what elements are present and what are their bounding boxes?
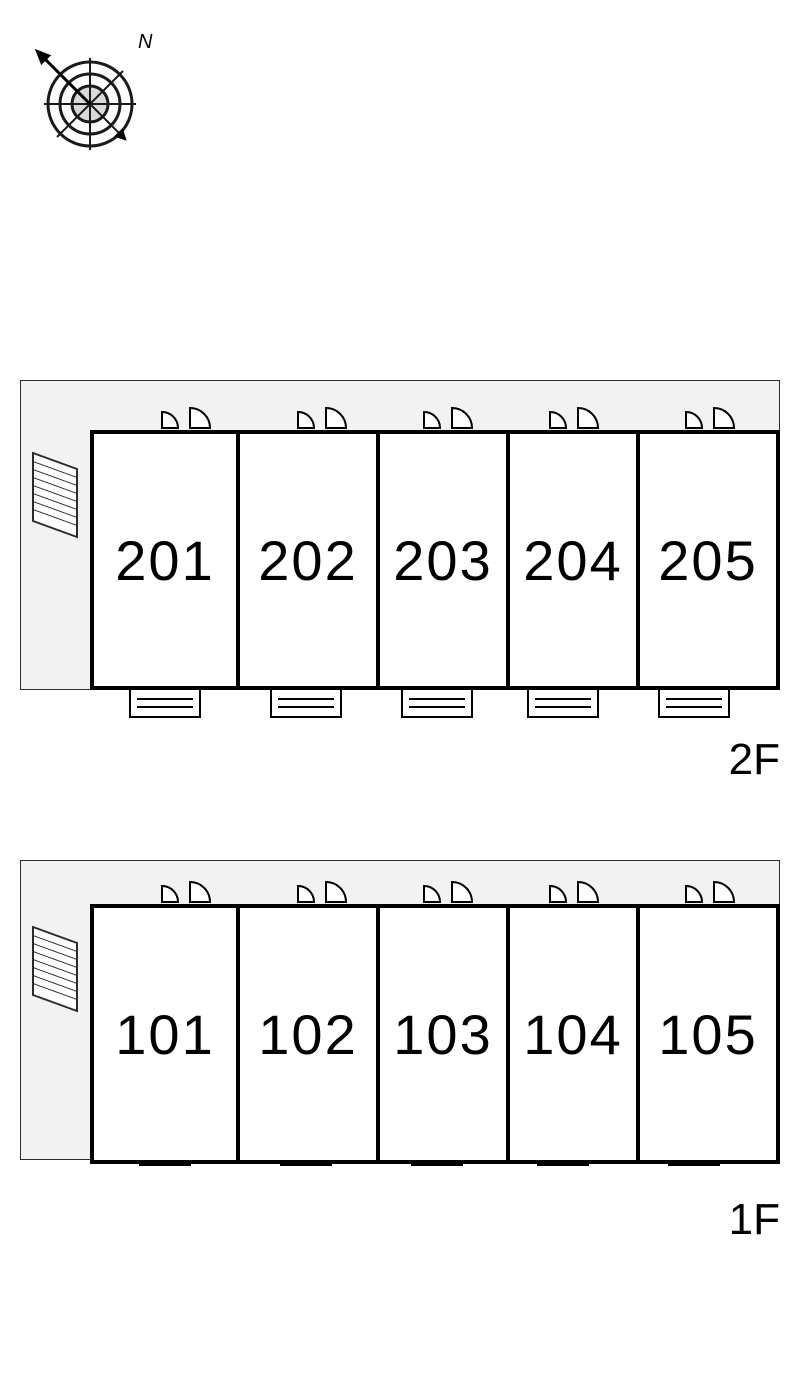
- door-icon: [422, 880, 462, 904]
- unit-label: 104: [523, 1002, 622, 1067]
- door-icon: [296, 406, 336, 430]
- unit-label: 203: [393, 528, 492, 593]
- unit-101: 101: [90, 904, 240, 1164]
- floor-label-2f: 2F: [729, 735, 780, 785]
- unit-205: 205: [640, 430, 780, 690]
- floor-label-1f: 1F: [729, 1195, 780, 1245]
- door-icon: [548, 880, 588, 904]
- unit-105: 105: [640, 904, 780, 1164]
- balcony-icon: [270, 688, 342, 718]
- unit-103: 103: [380, 904, 510, 1164]
- unit-203: 203: [380, 430, 510, 690]
- unit-label: 101: [115, 1002, 214, 1067]
- unit-204: 204: [510, 430, 640, 690]
- unit-label: 202: [258, 528, 357, 593]
- balcony-icon: [527, 688, 599, 718]
- unit-label: 105: [658, 1002, 757, 1067]
- door-icon: [684, 880, 724, 904]
- unit-label: 205: [658, 528, 757, 593]
- door-icon: [422, 406, 462, 430]
- unit-201: 201: [90, 430, 240, 690]
- compass-icon: N: [30, 24, 170, 164]
- unit-label: 103: [393, 1002, 492, 1067]
- floorplan-canvas: N 201 202 203 204 205 101 102 103 104 105 2F 1F: [0, 0, 800, 1373]
- balcony-icon: [658, 688, 730, 718]
- door-icon: [160, 880, 200, 904]
- unit-104: 104: [510, 904, 640, 1164]
- unit-label: 102: [258, 1002, 357, 1067]
- units-row: 201 202 203 204 205: [90, 430, 780, 690]
- balcony-icon: [401, 688, 473, 718]
- unit-202: 202: [240, 430, 380, 690]
- door-icon: [548, 406, 588, 430]
- door-icon: [684, 406, 724, 430]
- unit-label: 201: [115, 528, 214, 593]
- unit-label: 204: [523, 528, 622, 593]
- door-icon: [296, 880, 336, 904]
- units-row: 101 102 103 104 105: [90, 904, 780, 1164]
- unit-102: 102: [240, 904, 380, 1164]
- door-icon: [160, 406, 200, 430]
- balcony-icon: [129, 688, 201, 718]
- compass-label: N: [138, 31, 153, 53]
